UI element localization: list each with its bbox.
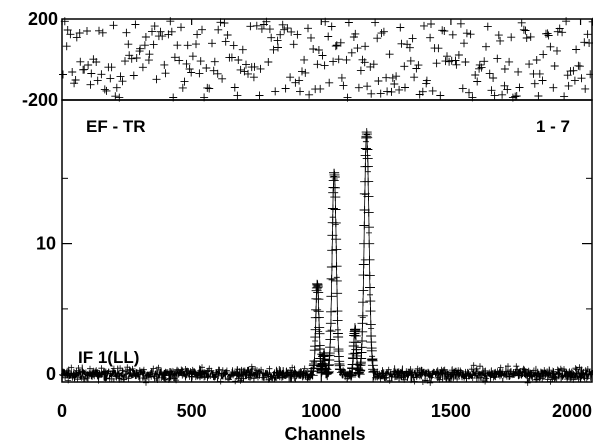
- y-tick-label: 0: [46, 364, 56, 384]
- residual-y-tick-label: -200: [22, 90, 58, 110]
- spectrum-peak: [346, 325, 364, 381]
- residual-y-tick-label: 200: [28, 9, 58, 29]
- x-tick-label: 0: [57, 401, 67, 421]
- x-tick-label: 2000: [552, 401, 592, 421]
- y-tick-label: 10: [36, 234, 56, 254]
- x-tick-label: 1000: [301, 401, 341, 421]
- residual-frame: [61, 18, 593, 101]
- residual-points: [59, 17, 593, 102]
- spectrum-panel: 0 10 0 500 1000 1500 2000: [36, 99, 593, 421]
- spectrum-line: [61, 132, 593, 384]
- residual-panel: 200 -200: [22, 9, 593, 110]
- spectrum-frame: [61, 99, 593, 383]
- x-axis-title: Channels: [284, 424, 365, 442]
- if-annotation: IF 1(LL): [78, 348, 139, 367]
- spectrum-peak: [354, 128, 379, 379]
- panel-title-left: EF - TR: [86, 117, 146, 136]
- x-tick-label: 1500: [431, 401, 471, 421]
- spectrum-peak: [323, 168, 346, 378]
- x-tick-label: 500: [177, 401, 207, 421]
- panel-title-right: 1 - 7: [536, 117, 570, 136]
